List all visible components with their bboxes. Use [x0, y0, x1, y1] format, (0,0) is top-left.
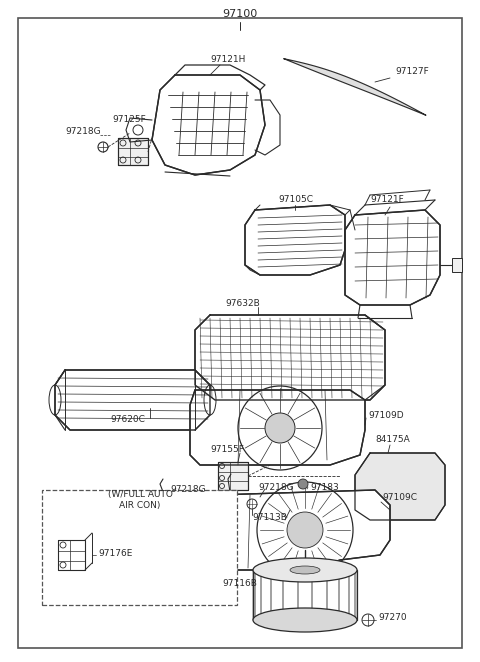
Text: 97100: 97100 — [222, 9, 258, 19]
Polygon shape — [245, 205, 345, 275]
Text: 97183: 97183 — [310, 483, 339, 491]
Circle shape — [287, 512, 323, 548]
Text: 97125F: 97125F — [112, 115, 146, 124]
Polygon shape — [190, 390, 365, 465]
Text: 97620C: 97620C — [110, 416, 145, 424]
Polygon shape — [152, 75, 265, 175]
Text: 97218G: 97218G — [258, 483, 294, 491]
Bar — [452, 258, 462, 272]
Polygon shape — [355, 453, 445, 520]
Bar — [42, 490, 237, 605]
Text: 97116B: 97116B — [222, 579, 257, 587]
Text: 97113B: 97113B — [252, 514, 287, 522]
Text: (W/FULL AUTO
AIR CON): (W/FULL AUTO AIR CON) — [108, 491, 172, 510]
Circle shape — [298, 479, 308, 489]
Polygon shape — [55, 370, 210, 430]
Text: 97109D: 97109D — [368, 410, 404, 420]
Polygon shape — [195, 315, 385, 400]
Polygon shape — [284, 59, 426, 115]
Polygon shape — [118, 138, 148, 165]
Text: 84175A: 84175A — [375, 436, 410, 444]
Ellipse shape — [253, 558, 357, 582]
Ellipse shape — [290, 566, 320, 574]
Text: 97121H: 97121H — [210, 56, 245, 64]
Ellipse shape — [253, 608, 357, 632]
Polygon shape — [345, 210, 440, 305]
Text: 97218G: 97218G — [65, 128, 101, 136]
Polygon shape — [218, 462, 248, 490]
Text: 97105C: 97105C — [278, 195, 313, 205]
Polygon shape — [205, 490, 390, 570]
Text: 97155F: 97155F — [210, 446, 244, 455]
Text: 97218G: 97218G — [170, 485, 205, 495]
Text: 97127F: 97127F — [395, 68, 429, 77]
Circle shape — [265, 413, 295, 443]
Text: 97270: 97270 — [378, 614, 407, 622]
Text: 97632B: 97632B — [225, 299, 260, 308]
Text: 97176E: 97176E — [98, 549, 132, 557]
Polygon shape — [58, 540, 85, 570]
Text: 97121F: 97121F — [370, 195, 404, 205]
Text: 97109C: 97109C — [382, 493, 417, 502]
